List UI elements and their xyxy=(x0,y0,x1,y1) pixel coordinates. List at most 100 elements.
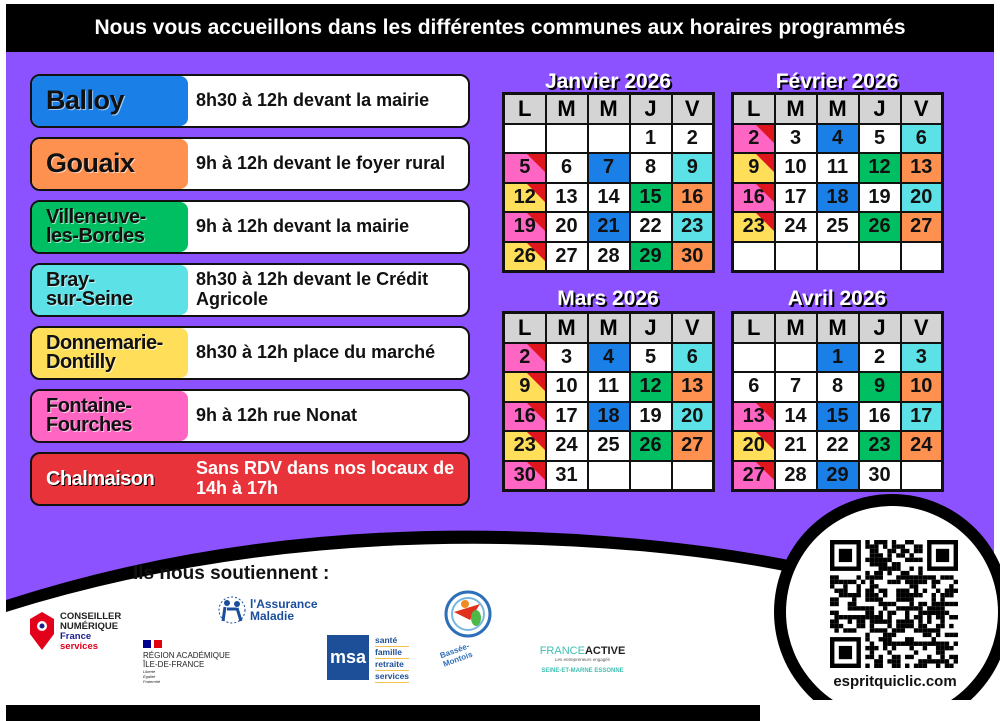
weekday-header: M xyxy=(773,311,818,344)
commune-schedule: 9h à 12h devant la mairie xyxy=(196,216,410,237)
calendar-day: 28 xyxy=(586,240,631,272)
calendar-day: 19 xyxy=(502,211,547,243)
calendar-day: 23 xyxy=(731,211,776,243)
calendar-title: Janvier 2026 xyxy=(544,70,672,93)
calendar-day: 3 xyxy=(899,341,944,373)
website-url[interactable]: espritquiclic.com xyxy=(833,673,957,690)
calendar-day: 5 xyxy=(628,341,673,373)
chalmaison-marker xyxy=(755,125,773,143)
calendar-day: 3 xyxy=(773,122,818,154)
commune-schedule: 9h à 12h devant le foyer rural xyxy=(196,153,446,174)
commune-schedule: Sans RDV dans nos locaux de 14h à 17h xyxy=(196,458,455,498)
weekday-header: M xyxy=(586,311,631,344)
weekday-header: M xyxy=(815,92,860,125)
calendar-day: 20 xyxy=(731,430,776,462)
calendar-day xyxy=(773,341,818,373)
chalmaison-marker xyxy=(526,344,544,362)
commune-name: Villeneuve- les-Bordes xyxy=(32,202,188,252)
commune-schedule: 9h à 12h rue Nonat xyxy=(196,405,358,426)
calendar-title: Mars 2026 xyxy=(557,287,659,310)
marianne-flag-icon xyxy=(143,640,230,648)
commune-name: Donnemarie- Dontilly xyxy=(32,328,188,378)
commune-name: Bray- sur-Seine xyxy=(32,265,188,315)
calendar-day: 6 xyxy=(670,341,715,373)
calendar-day: 16 xyxy=(502,400,547,432)
calendar-day: 24 xyxy=(773,211,818,243)
commune-name: Gouaix xyxy=(32,139,188,189)
calendar-grid: L M M J V 1 2 5 6 7 8 9 12 13 14 15 16 19 20 21 22 23 26 27 28 29… xyxy=(502,92,715,273)
chalmaison-marker xyxy=(755,462,773,480)
qr-code[interactable] xyxy=(830,540,958,668)
calendar-day: 5 xyxy=(502,152,547,184)
bassee-montois-logo: Bassée-Montois xyxy=(439,590,500,669)
weekday-header: V xyxy=(670,311,715,344)
chalmaison-marker xyxy=(755,403,773,421)
commune-schedule: 8h30 à 12h devant le Crédit Agricole xyxy=(196,269,429,309)
calendar-day xyxy=(502,122,547,154)
map-pin-icon xyxy=(30,612,54,650)
commune-card: Fontaine- Fourches 9h à 12h rue Nonat xyxy=(30,389,470,443)
assurance-maladie-logo: l'Assurance Maladie xyxy=(217,595,318,625)
calendar-day: 15 xyxy=(815,400,860,432)
calendar-day: 10 xyxy=(544,371,589,403)
calendar-day: 25 xyxy=(586,430,631,462)
calendar-day: 27 xyxy=(731,459,776,491)
calendar-day: 4 xyxy=(815,122,860,154)
weekday-header: V xyxy=(670,92,715,125)
calendar-day xyxy=(731,341,776,373)
calendar-day: 30 xyxy=(857,459,902,491)
commune-name: Chalmaison xyxy=(46,467,155,490)
calendar-title: Février 2026 xyxy=(775,70,899,93)
calendar-day: 30 xyxy=(670,240,715,272)
calendar-day: 19 xyxy=(857,181,902,213)
calendar-day: 10 xyxy=(899,371,944,403)
weekday-header: L xyxy=(502,92,547,125)
calendar-day: 4 xyxy=(586,341,631,373)
calendar-day: 27 xyxy=(544,240,589,272)
weekday-header: V xyxy=(899,92,944,125)
weekday-header: M xyxy=(544,311,589,344)
calendar-day: 24 xyxy=(899,430,944,462)
region-academique-logo: RÉGION ACADÉMIQUE ÎLE-DE-FRANCE Liberté É… xyxy=(143,640,230,684)
calendar-day: 17 xyxy=(544,400,589,432)
weekday-header: M xyxy=(586,92,631,125)
calendar-day: 12 xyxy=(857,152,902,184)
calendar-day: 23 xyxy=(670,211,715,243)
chalmaison-marker xyxy=(755,184,773,202)
calendar-day: 6 xyxy=(544,152,589,184)
calendar-day: 21 xyxy=(586,211,631,243)
calendar-day: 14 xyxy=(773,400,818,432)
weekday-header: M xyxy=(815,311,860,344)
calendar-day: 28 xyxy=(773,459,818,491)
calendar-grid: L M M J V 1 2 3 6 7 8 9 10 13 14 15 16 17 20 21 22 23 24 27 28 29… xyxy=(731,311,944,492)
calendar-day: 25 xyxy=(815,211,860,243)
calendar-day: 26 xyxy=(857,211,902,243)
calendar-day: 9 xyxy=(731,152,776,184)
calendar-day: 27 xyxy=(899,211,944,243)
calendar-day xyxy=(731,240,776,272)
weekday-header: J xyxy=(857,311,902,344)
chalmaison-marker xyxy=(526,403,544,421)
calendar-day: 2 xyxy=(731,122,776,154)
calendar-day: 1 xyxy=(815,341,860,373)
calendar-day xyxy=(628,459,673,491)
france-active-logo: FRANCEACTIVE Les entrepreneurs engagés S… xyxy=(539,645,626,674)
calendar-day: 23 xyxy=(502,430,547,462)
calendar-day: 9 xyxy=(670,152,715,184)
chalmaison-marker xyxy=(755,432,773,450)
calendar-title: Avril 2026 xyxy=(787,287,887,310)
calendar-day: 10 xyxy=(773,152,818,184)
weekday-header: L xyxy=(502,311,547,344)
calendar-day xyxy=(586,459,631,491)
chalmaison-marker xyxy=(526,213,544,231)
chalmaison-marker xyxy=(526,373,544,391)
calendar-day: 6 xyxy=(899,122,944,154)
calendar-day: 8 xyxy=(815,371,860,403)
calendar-day: 11 xyxy=(815,152,860,184)
calendar-day: 13 xyxy=(731,400,776,432)
calendar-day: 24 xyxy=(544,430,589,462)
calendar-day xyxy=(899,459,944,491)
calendar-day: 18 xyxy=(586,400,631,432)
chalmaison-marker xyxy=(526,184,544,202)
header-title: Nous vous accueillons dans les différent… xyxy=(6,4,994,52)
